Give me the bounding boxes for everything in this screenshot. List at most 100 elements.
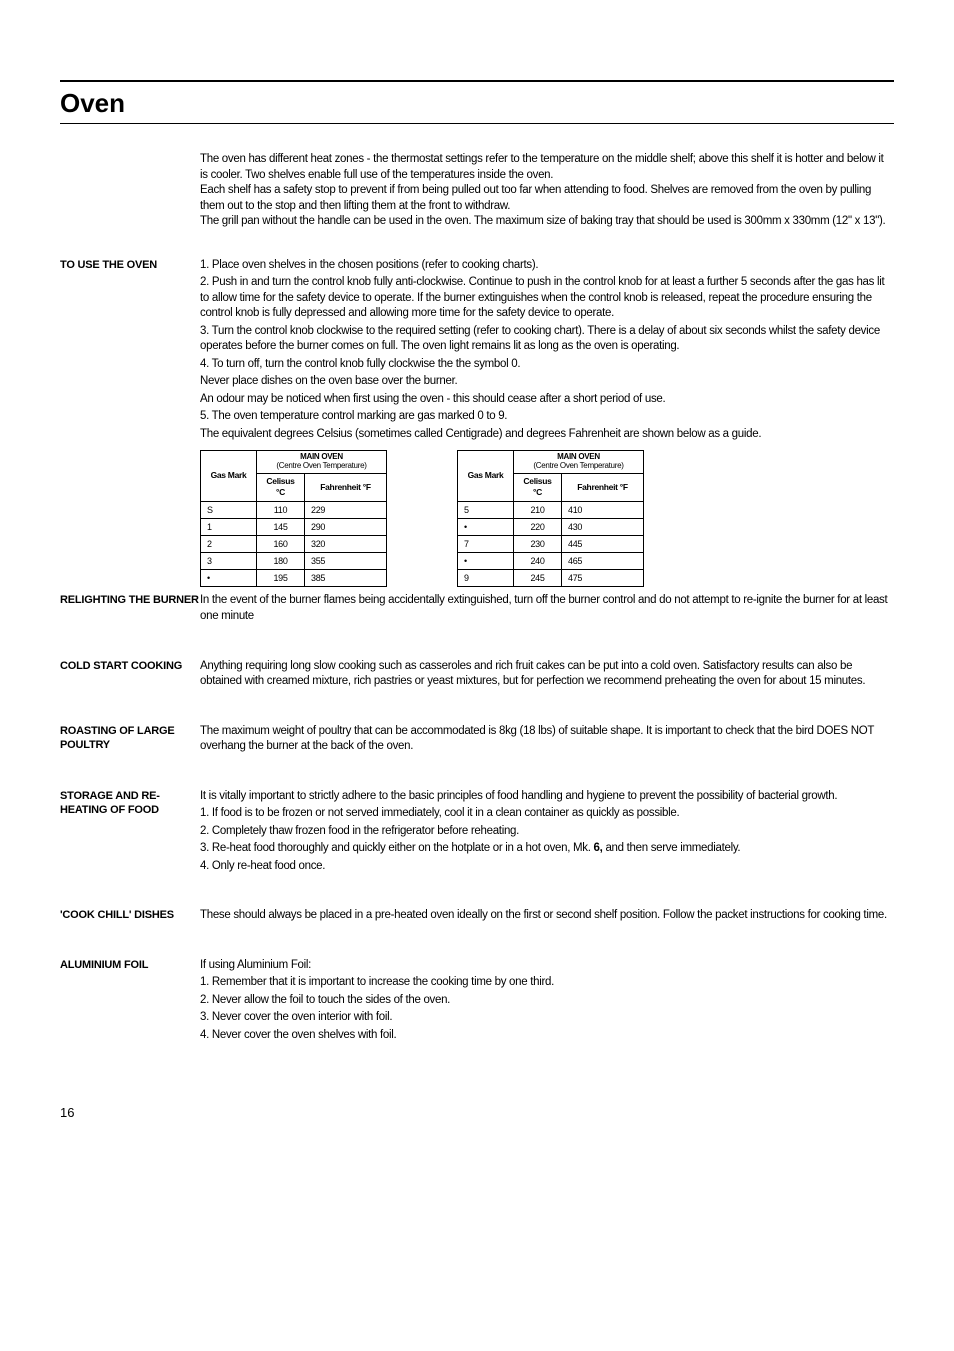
section-label: 'COOK CHILL' DISHES [60,908,200,926]
section-body: These should always be placed in a pre-h… [200,908,894,926]
cell-gasmark: S [201,501,257,518]
th-gas-mark: Gas Mark [201,451,257,502]
body-line: 2. Completely thaw frozen food in the re… [200,824,894,840]
th-sub-label: (Centre Oven Temperature) [520,462,637,471]
body-line: 5. The oven temperature control marking … [200,409,894,425]
section-body: The maximum weight of poultry that can b… [200,724,894,757]
body-line: It is vitally important to strictly adhe… [200,789,894,805]
th-main-oven: MAIN OVEN (Centre Oven Temperature) [257,451,387,474]
cell-celsius: 195 [257,570,305,587]
table-row: 7 230 445 [458,536,644,553]
cell-fahrenheit: 410 [562,501,644,518]
title-rule-top [60,80,894,82]
section-label: COLD START COOKING [60,659,200,692]
section-body: Anything requiring long slow cooking suc… [200,659,894,692]
body-line: 1. If food is to be frozen or not served… [200,806,894,822]
section-body: It is vitally important to strictly adhe… [200,789,894,877]
page-number: 16 [60,1105,894,1120]
page-title: Oven [60,88,894,119]
table-row: 9 245 475 [458,570,644,587]
intro-line: The oven has different heat zones - the … [200,152,894,183]
cell-fahrenheit: 445 [562,536,644,553]
th-sub-label: (Centre Oven Temperature) [263,462,380,471]
temperature-tables: Gas Mark MAIN OVEN (Centre Oven Temperat… [200,450,894,587]
cell-gasmark: 7 [458,536,514,553]
body-line: These should always be placed in a pre-h… [200,908,894,924]
cell-fahrenheit: 355 [305,553,387,570]
cell-gasmark: • [458,553,514,570]
th-main-oven: MAIN OVEN (Centre Oven Temperature) [514,451,644,474]
body-line: Anything requiring long slow cooking suc… [200,659,894,690]
cell-celsius: 230 [514,536,562,553]
section-to-use-oven: TO USE THE OVEN 1. Place oven shelves in… [60,258,894,592]
section-label: ROASTING OF LARGE POULTRY [60,724,200,757]
temp-table-right: Gas Mark MAIN OVEN (Centre Oven Temperat… [457,450,644,587]
section-foil: ALUMINIUM FOIL If using Aluminium Foil: … [60,958,894,1046]
cell-gasmark: 9 [458,570,514,587]
section-body: In the event of the burner flames being … [200,593,894,626]
body-line: 4. To turn off, turn the control knob fu… [200,357,894,373]
temp-table-left-body: S 110 229 1 145 290 2 160 320 3 [201,501,387,587]
body-line: The maximum weight of poultry that can b… [200,724,894,755]
cell-gasmark: 1 [201,518,257,535]
table-row: • 220 430 [458,518,644,535]
section-label: TO USE THE OVEN [60,258,200,592]
cell-fahrenheit: 465 [562,553,644,570]
intro-block: The oven has different heat zones - the … [200,152,894,230]
body-line: If using Aluminium Foil: [200,958,894,974]
section-body: 1. Place oven shelves in the chosen posi… [200,258,894,592]
section-body: If using Aluminium Foil: 1. Remember tha… [200,958,894,1046]
intro-line: The grill pan without the handle can be … [200,214,894,230]
cell-celsius: 210 [514,501,562,518]
section-storage: STORAGE AND RE-HEATING OF FOOD It is vit… [60,789,894,877]
section-relighting: RELIGHTING THE BURNER In the event of th… [60,593,894,626]
section-roasting: ROASTING OF LARGE POULTRY The maximum we… [60,724,894,757]
body-line: 2. Push in and turn the control knob ful… [200,275,894,322]
temp-table-right-body: 5 210 410 • 220 430 7 230 445 • [458,501,644,587]
cell-fahrenheit: 320 [305,536,387,553]
intro-line: Each shelf has a safety stop to prevent … [200,183,894,214]
cell-celsius: 180 [257,553,305,570]
body-line: In the event of the burner flames being … [200,593,894,624]
section-label: RELIGHTING THE BURNER [60,593,200,626]
cell-fahrenheit: 290 [305,518,387,535]
cell-fahrenheit: 475 [562,570,644,587]
cell-gasmark: 5 [458,501,514,518]
body-line: 4. Never cover the oven shelves with foi… [200,1028,894,1044]
cell-gasmark: 3 [201,553,257,570]
cell-fahrenheit: 385 [305,570,387,587]
cell-celsius: 110 [257,501,305,518]
table-row: 5 210 410 [458,501,644,518]
section-label: ALUMINIUM FOIL [60,958,200,1046]
cell-gasmark: 2 [201,536,257,553]
table-row: 3 180 355 [201,553,387,570]
body-line: 2. Never allow the foil to touch the sid… [200,993,894,1009]
body-line: 3. Re-heat food thoroughly and quickly e… [200,841,894,857]
table-row: • 240 465 [458,553,644,570]
body-line: 3. Turn the control knob clockwise to th… [200,324,894,355]
body-line: 1. Place oven shelves in the chosen posi… [200,258,894,274]
section-coldstart: COLD START COOKING Anything requiring lo… [60,659,894,692]
table-row: S 110 229 [201,501,387,518]
body-line: 4. Only re-heat food once. [200,859,894,875]
cell-gasmark: • [458,518,514,535]
body-line: An odour may be noticed when first using… [200,392,894,408]
cell-celsius: 160 [257,536,305,553]
section-cookchill: 'COOK CHILL' DISHES These should always … [60,908,894,926]
table-row: 1 145 290 [201,518,387,535]
table-row: • 195 385 [201,570,387,587]
title-rule-bottom [60,123,894,124]
section-label: STORAGE AND RE-HEATING OF FOOD [60,789,200,877]
content-area: The oven has different heat zones - the … [60,152,894,1045]
th-fahrenheit: Fahrenheit °F [305,473,387,501]
cell-celsius: 245 [514,570,562,587]
cell-celsius: 240 [514,553,562,570]
body-line: Never place dishes on the oven base over… [200,374,894,390]
table-row: 2 160 320 [201,536,387,553]
body-line: The equivalent degrees Celsius (sometime… [200,427,894,443]
cell-gasmark: • [201,570,257,587]
cell-fahrenheit: 229 [305,501,387,518]
body-line: 1. Remember that it is important to incr… [200,975,894,991]
th-celsius: Celisus °C [514,473,562,501]
cell-celsius: 220 [514,518,562,535]
